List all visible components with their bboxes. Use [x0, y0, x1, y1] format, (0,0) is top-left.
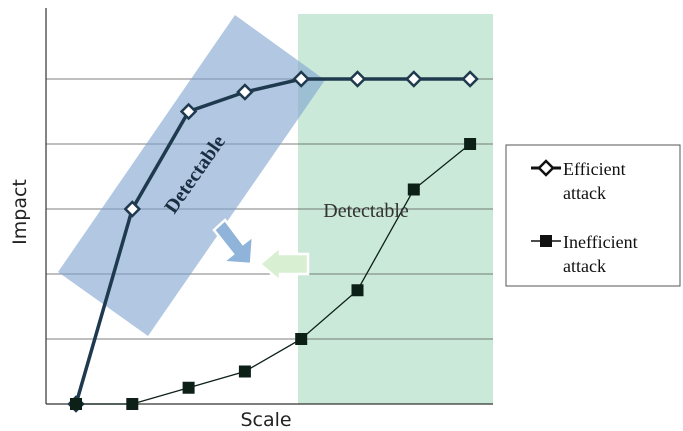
data-point-inefficient — [126, 398, 139, 410]
green-arrow-icon — [258, 244, 310, 284]
series-layer — [67, 70, 479, 413]
detectable-label-green: Detectable — [323, 200, 409, 222]
legend-label-efficient-2: attack — [563, 183, 606, 203]
data-point-efficient — [348, 70, 367, 88]
blue-arrow-icon — [212, 218, 255, 266]
legend-marker-inefficient-icon — [540, 235, 552, 247]
data-point-inefficient — [351, 284, 364, 297]
data-point-inefficient — [70, 398, 82, 410]
data-point-inefficient — [238, 365, 251, 378]
series-line-efficient — [74, 77, 471, 405]
legend-marker-efficient-icon — [537, 159, 555, 177]
series-line-inefficient — [76, 143, 471, 405]
data-point-inefficient — [407, 183, 420, 196]
y-axis-title: Impact — [9, 179, 31, 245]
data-point-inefficient — [464, 138, 477, 150]
data-point-inefficient — [182, 381, 195, 394]
legend: Efficient attack Inefficient attack — [505, 144, 681, 287]
data-point-efficient — [405, 70, 423, 88]
data-point-efficient — [292, 70, 310, 88]
blue-detectable-band-group — [58, 15, 325, 336]
legend-label-inefficient-2: attack — [563, 256, 606, 276]
blue-detectable-band — [58, 15, 325, 336]
data-point-efficient — [461, 70, 479, 88]
data-point-inefficient — [295, 333, 308, 345]
x-axis-title: Scale — [240, 409, 291, 431]
data-point-efficient — [123, 200, 142, 218]
data-point-efficient — [236, 83, 254, 101]
data-point-efficient — [179, 102, 198, 121]
legend-label-efficient-1: Efficient — [563, 159, 626, 179]
legend-label-inefficient-1: Inefficient — [563, 232, 638, 252]
